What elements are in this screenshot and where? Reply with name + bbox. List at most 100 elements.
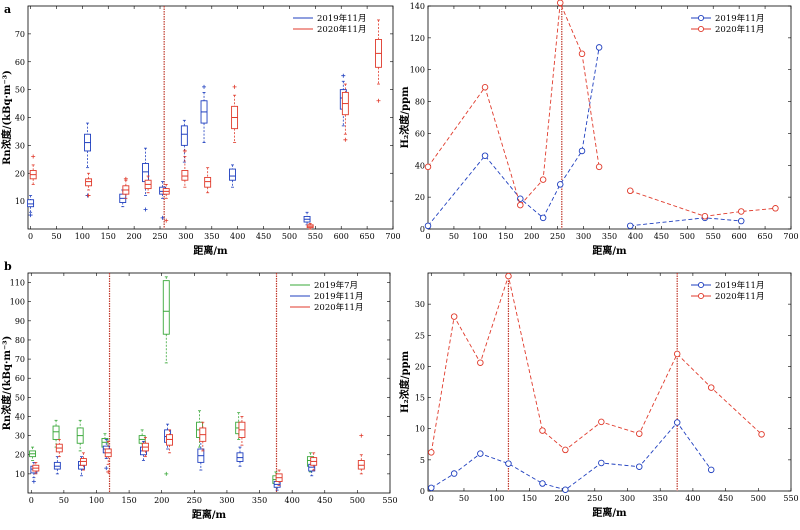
x-tick-label: 50 xyxy=(449,232,459,241)
data-point xyxy=(424,163,432,171)
series-1 xyxy=(29,19,382,230)
outlier-point xyxy=(123,176,128,181)
x-tick-label: 50 xyxy=(459,494,469,503)
x-tick-label: 400 xyxy=(628,232,643,241)
data-point xyxy=(636,430,643,437)
x-tick-label: 0 xyxy=(28,232,33,241)
x-tick-label: 300 xyxy=(219,496,234,505)
x-tick-label: 700 xyxy=(385,232,400,241)
x-tick-label: 150 xyxy=(498,232,513,241)
data-point xyxy=(626,222,634,230)
y-tick-label: 60 xyxy=(15,374,25,383)
outlier-point xyxy=(164,218,169,223)
y-tick-label: 30 xyxy=(415,300,425,309)
x-tick-label: 300 xyxy=(576,232,591,241)
y-tick-label: 10 xyxy=(15,470,25,479)
series-line xyxy=(630,190,776,217)
x-tick-label: 300 xyxy=(620,494,635,503)
outlier-point xyxy=(31,479,36,484)
x-tick-label: 550 xyxy=(706,232,721,241)
y-tick-label: 60 xyxy=(415,129,425,138)
outlier-point xyxy=(202,84,207,89)
plot-frame xyxy=(427,5,792,230)
outlier-point xyxy=(86,193,91,198)
x-tick-label: 200 xyxy=(154,496,169,505)
x-tick-label: 100 xyxy=(75,232,90,241)
x-tick-label: 450 xyxy=(317,496,332,505)
x-axis-label: 距离/m xyxy=(592,244,627,257)
data-point xyxy=(556,0,564,7)
data-point xyxy=(595,44,603,51)
outlier-point xyxy=(164,471,169,476)
x-tick-label: 350 xyxy=(653,494,668,503)
data-point xyxy=(481,152,489,159)
legend-label: 2019年7月 xyxy=(314,280,358,291)
data-point xyxy=(517,201,524,209)
x-tick-label: 400 xyxy=(230,232,245,241)
series-0 xyxy=(29,276,314,488)
y-axis-label: H₂浓度/ppm xyxy=(398,86,411,148)
data-point xyxy=(701,213,709,220)
outlier-point xyxy=(31,154,36,159)
y-tick-label: 40 xyxy=(15,114,25,123)
x-tick-label: 200 xyxy=(524,232,539,241)
y-tick-label: 140 xyxy=(410,2,425,11)
panel-label-a: a xyxy=(4,3,11,16)
data-point xyxy=(758,431,765,438)
y-tick-label: 20 xyxy=(15,451,25,460)
chart-b-h2: 0 50 100 150 200 250 300 350 400 450 500 550 0 5 10 15 2… xyxy=(398,272,799,519)
data-point xyxy=(477,450,484,457)
x-axis-label: 距离/m xyxy=(192,508,227,521)
legend-label: 2020年11月 xyxy=(715,291,764,302)
x-tick-label: 450 xyxy=(718,494,733,503)
x-tick-label: 0 xyxy=(429,494,434,503)
y-tick-label: 10 xyxy=(15,197,25,206)
x-tick-label: 100 xyxy=(489,494,504,503)
x-tick-label: 350 xyxy=(602,232,617,241)
legend-label: 2019年11月 xyxy=(317,13,366,24)
legend-label: 2019年11月 xyxy=(715,280,764,291)
x-tick-label: 100 xyxy=(472,232,487,241)
x-tick-label: 50 xyxy=(59,496,69,505)
x-tick-label: 400 xyxy=(685,494,700,503)
y-tick-label: 30 xyxy=(15,432,25,441)
series-1 xyxy=(424,0,779,220)
x-tick-label: 350 xyxy=(252,496,267,505)
data-point xyxy=(626,187,634,195)
outlier-point xyxy=(160,215,165,220)
y-tick-label: 0 xyxy=(420,487,425,496)
data-point xyxy=(562,446,569,454)
x-tick-label: 450 xyxy=(256,232,271,241)
series-0 xyxy=(27,73,347,226)
box xyxy=(85,178,93,187)
data-point xyxy=(737,217,745,225)
y-axis-label: Rn浓度/(kBq·m⁻³) xyxy=(0,336,13,431)
x-tick-label: 150 xyxy=(522,494,537,503)
series-line xyxy=(427,47,600,227)
data-point xyxy=(707,466,715,474)
y-tick-label: 100 xyxy=(410,66,425,75)
x-tick-label: 250 xyxy=(187,496,202,505)
x-tick-label: 300 xyxy=(178,232,193,241)
panel-label-b: b xyxy=(4,260,12,273)
y-tick-label: 0 xyxy=(420,225,425,234)
y-tick-label: 50 xyxy=(15,393,25,402)
y-tick-label: 15 xyxy=(415,394,425,403)
chart-a-h2: 0 50 100 150 200 250 300 350 400 450 500 550 600 650 7… xyxy=(398,0,799,257)
data-point xyxy=(539,427,546,434)
outlier-point xyxy=(341,73,346,78)
outlier-point xyxy=(232,84,237,89)
series-1 xyxy=(428,272,765,456)
data-point xyxy=(424,222,432,230)
y-tick-label: 20 xyxy=(415,362,425,371)
data-point xyxy=(772,205,779,212)
x-tick-label: 200 xyxy=(126,232,141,241)
x-tick-label: 550 xyxy=(382,496,397,505)
data-point xyxy=(539,480,546,487)
x-tick-label: 50 xyxy=(51,232,61,241)
series-line xyxy=(431,421,712,491)
legend-label: 2020年11月 xyxy=(314,302,363,313)
x-tick-label: 600 xyxy=(732,232,747,241)
